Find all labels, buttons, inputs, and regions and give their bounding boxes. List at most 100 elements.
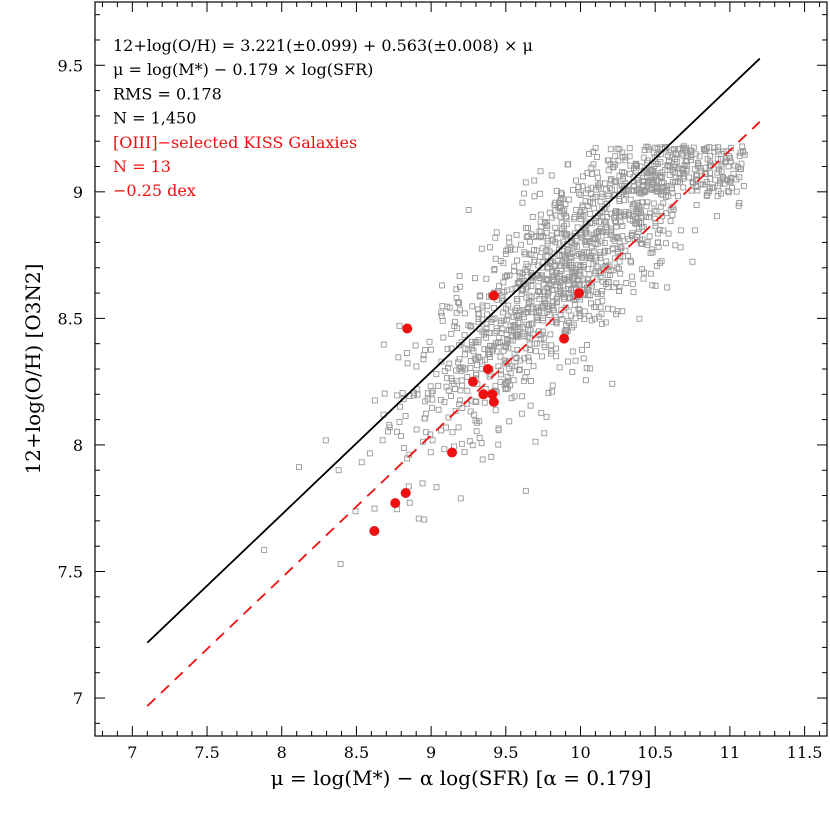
comparison-point: [696, 153, 703, 160]
comparison-point: [616, 195, 623, 202]
comparison-point: [736, 200, 743, 206]
comparison-point: [693, 202, 700, 209]
comparison-point: [507, 370, 514, 377]
comparison-point: [593, 153, 600, 160]
comparison-point: [683, 162, 690, 169]
comparison-point: [720, 148, 727, 155]
comparison-point: [566, 253, 573, 260]
comparison-point: [540, 317, 547, 324]
comparison-point: [552, 314, 559, 321]
comparison-point: [653, 184, 660, 191]
comparison-point: [612, 212, 619, 219]
comparison-point: [557, 262, 564, 269]
comparison-point: [668, 146, 675, 153]
comparison-point: [657, 159, 664, 166]
comparison-point: [500, 343, 507, 350]
comparison-point: [552, 224, 559, 231]
comparison-point: [649, 249, 656, 256]
kiss-point: [369, 525, 380, 536]
comparison-point: [553, 320, 560, 327]
comparison-point: [609, 380, 616, 387]
comparison-point: [457, 495, 464, 502]
comparison-point: [564, 318, 571, 325]
comparison-point: [587, 210, 594, 217]
comparison-point: [579, 234, 586, 241]
comparison-point: [574, 243, 581, 250]
comparison-point: [594, 299, 601, 306]
comparison-point: [519, 199, 526, 206]
comparison-point: [597, 274, 604, 281]
comparison-point: [484, 311, 490, 318]
kiss-point: [482, 364, 493, 374]
comparison-point: [454, 325, 460, 331]
comparison-point: [470, 348, 477, 355]
comparison-point: [515, 367, 522, 374]
comparison-point: [560, 291, 567, 298]
comparison-point: [620, 176, 627, 183]
comparison-point: [573, 206, 580, 213]
comparison-point: [484, 303, 491, 310]
comparison-point: [592, 186, 599, 193]
comparison-point: [462, 345, 469, 352]
comparison-point: [511, 246, 518, 253]
comparison-point: [552, 261, 559, 268]
fit-lines-layer: [146, 57, 761, 707]
kiss-point: [487, 389, 498, 400]
comparison-point: [690, 144, 697, 151]
comparison-point: [421, 516, 428, 523]
comparison-point: [562, 327, 569, 334]
comparison-point: [491, 315, 498, 322]
comparison-point: [525, 354, 532, 361]
comparison-point: [588, 317, 595, 324]
comparison-point: [694, 187, 701, 194]
comparison-point: [577, 313, 584, 320]
comparison-point: [513, 231, 520, 238]
comparison-point: [617, 270, 624, 277]
comparison-point: [528, 283, 535, 289]
comparison-point: [385, 428, 391, 435]
comparison-point: [721, 180, 728, 187]
comparison-point: [453, 286, 460, 293]
offset-fit-line: [146, 121, 761, 707]
comparison-point: [428, 390, 435, 397]
comparison-point: [444, 346, 451, 352]
comparison-point: [522, 374, 529, 381]
comparison-point: [553, 187, 560, 194]
comparison-point: [652, 223, 659, 230]
comparison-point: [560, 282, 567, 289]
comparison-point: [441, 399, 448, 405]
comparison-point: [488, 318, 495, 325]
kiss-point: [478, 389, 489, 400]
kiss-point: [488, 290, 499, 301]
comparison-point: [366, 450, 373, 457]
comparison-point: [706, 185, 713, 192]
comparison-point: [465, 207, 472, 213]
comparison-point: [561, 262, 568, 269]
comparison-point: [453, 367, 459, 374]
comparison-point: [511, 393, 518, 400]
comparison-point: [670, 206, 677, 213]
comparison-point: [619, 169, 625, 175]
comparison-point: [549, 237, 556, 244]
comparison-point: [646, 210, 653, 217]
comparison-point: [446, 360, 453, 367]
comparison-point: [582, 377, 589, 384]
comparison-point: [413, 363, 420, 370]
comparison-point: [441, 446, 448, 453]
comparison-point: [660, 187, 667, 194]
comparison-point: [602, 319, 609, 326]
comparison-point: [713, 213, 720, 220]
comparison-point: [605, 167, 612, 174]
comparison-point: [506, 239, 513, 246]
comparison-point: [429, 404, 435, 411]
comparison-point: [519, 287, 526, 294]
comparison-point: [486, 330, 493, 336]
comparison-point: [560, 210, 567, 217]
comparison-point: [474, 362, 480, 369]
comparison-point: [688, 151, 695, 158]
comparison-point: [657, 203, 664, 210]
comparison-point: [525, 224, 531, 231]
comparison-point: [449, 429, 456, 436]
comparison-point: [570, 281, 577, 288]
comparison-point: [444, 364, 451, 371]
